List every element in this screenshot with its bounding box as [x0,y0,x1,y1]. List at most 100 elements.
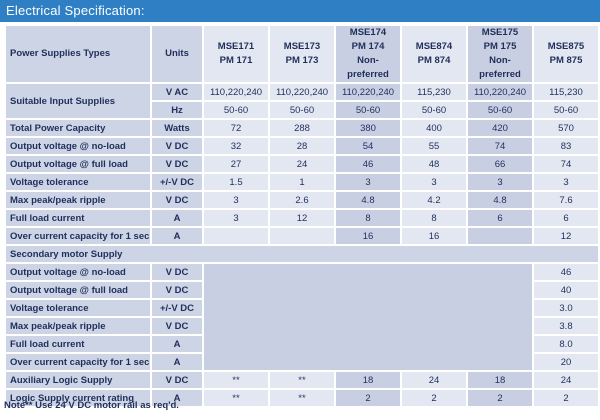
value-cell: 3.8 [534,318,598,334]
value-cell: 2 [534,390,598,406]
unit-cell: A [152,228,202,244]
value-cell: ** [270,372,334,388]
value-cell: 115,230 [402,84,466,100]
value-cell: 3 [402,174,466,190]
secondary-row: Over current capacity for 1 sec A 20 [6,354,598,370]
row-label: Voltage tolerance [6,300,150,316]
value-cell: 66 [468,156,532,172]
value-cell: 27 [204,156,268,172]
value-cell: 46 [336,156,400,172]
model-header-line: PM 174 [351,41,385,52]
model-header-line: preferred [347,69,389,80]
header-row: Power Supplies Types Units MSE171 PM 171 MSE… [6,26,598,82]
model-header-line: PM 874 [417,55,451,66]
unit-cell: A [152,390,202,406]
unit-cell: V DC [152,264,202,280]
value-cell [468,228,532,244]
value-cell: 2.6 [270,192,334,208]
value-cell: 72 [204,120,268,136]
value-cell: 4.8 [336,192,400,208]
unit-cell: Hz [152,102,202,118]
row-label: Over current capacity for 1 sec [6,354,150,370]
model-header-line: preferred [479,69,521,80]
value-cell [204,228,268,244]
model-header-line: PM 875 [549,55,583,66]
spec-row: Voltage tolerance +/-V DC 1.5 1 3 3 3 3 [6,174,598,190]
row-label: Max peak/peak ripple [6,192,150,208]
value-cell: 20 [534,354,598,370]
value-cell: 18 [468,372,532,388]
value-cell: 6 [468,210,532,226]
spec-row: Max peak/peak ripple V DC 3 2.6 4.8 4.2 4.8 7.6 [6,192,598,208]
value-cell: 48 [402,156,466,172]
value-cell: 110,220,240 [336,84,400,100]
electrical-spec-table: Power Supplies Types Units MSE171 PM 171 MSE… [4,24,600,408]
footnote: Note** Use 24 V DC motor rail as req'd. [4,400,179,411]
row-label: Max peak/peak ripple [6,318,150,334]
value-cell: 2 [402,390,466,406]
value-cell: 115,230 [534,84,598,100]
row-label: Total Power Capacity [6,120,150,136]
model-header-line: MSE173 [283,41,321,52]
value-cell: 3 [204,210,268,226]
value-cell: 50-60 [468,102,532,118]
value-cell: 6 [534,210,598,226]
value-cell: 110,220,240 [468,84,532,100]
secondary-section-label: Secondary motor Supply [6,246,598,262]
value-cell: 1 [270,174,334,190]
value-cell: ** [204,390,268,406]
value-cell: 110,220,240 [270,84,334,100]
input-hz-row: Hz 50-60 50-60 50-60 50-60 50-60 50-60 [6,102,598,118]
unit-cell: +/-V DC [152,300,202,316]
unit-cell: V DC [152,156,202,172]
value-cell: 24 [270,156,334,172]
spec-row: Output voltage @ no-load V DC 32 28 54 55 74 83 [6,138,598,154]
value-cell: 8.0 [534,336,598,352]
model-header-line: PM 175 [483,41,517,52]
spec-row: Total Power Capacity Watts 72 288 380 400 420 5… [6,120,598,136]
model-header-line: Non- [489,55,511,66]
value-cell: 7.6 [534,192,598,208]
row-label: Logic Supply current rating [6,390,150,406]
secondary-section-row: Secondary motor Supply [6,246,598,262]
value-cell: 8 [402,210,466,226]
input-supplies-label: Suitable Input Supplies [6,84,150,118]
value-cell: 2 [468,390,532,406]
value-cell: 2 [336,390,400,406]
unit-cell: A [152,354,202,370]
value-cell: 40 [534,282,598,298]
value-cell: 50-60 [204,102,268,118]
value-cell: 4.8 [468,192,532,208]
unit-cell: V DC [152,282,202,298]
logic-row: Auxiliary Logic Supply V DC ** ** 18 24 18 24 [6,372,598,388]
value-cell: 400 [402,120,466,136]
value-cell: 32 [204,138,268,154]
value-cell: 4.2 [402,192,466,208]
value-cell: 50-60 [336,102,400,118]
merged-blank-area [204,264,532,370]
header-units-label: Units [152,26,202,82]
value-cell: 55 [402,138,466,154]
row-label: Output voltage @ full load [6,156,150,172]
model-header-line: MSE174 [349,27,387,38]
value-cell: 420 [468,120,532,136]
value-cell: 3 [336,174,400,190]
value-cell: 12 [534,228,598,244]
model-header-line: PM 173 [285,55,319,66]
unit-cell: V AC [152,84,202,100]
value-cell: 16 [402,228,466,244]
row-label: Output voltage @ no-load [6,138,150,154]
spec-row: Output voltage @ full load V DC 27 24 46 48 66… [6,156,598,172]
model-header: MSE174 PM 174 Non-preferred [336,26,400,82]
secondary-row: Voltage tolerance +/-V DC 3.0 [6,300,598,316]
unit-cell: V DC [152,372,202,388]
model-header-line: PM 171 [219,55,253,66]
unit-cell: V DC [152,192,202,208]
model-header: MSE171 PM 171 [204,26,268,82]
value-cell: 288 [270,120,334,136]
input-vac-row: Suitable Input Supplies V AC 110,220,240 11… [6,84,598,118]
value-cell: 50-60 [402,102,466,118]
model-header-line: MSE175 [481,27,519,38]
value-cell: 46 [534,264,598,280]
